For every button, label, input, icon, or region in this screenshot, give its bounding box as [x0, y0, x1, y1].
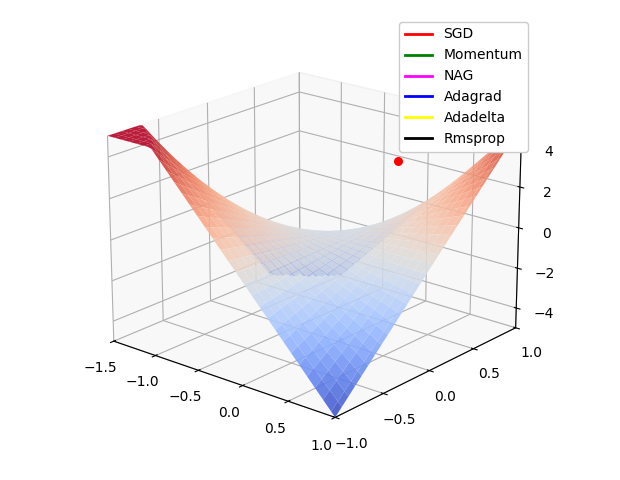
- Legend: SGD, Momentum, NAG, Adagrad, Adadelta, Rmsprop: SGD, Momentum, NAG, Adagrad, Adadelta, R…: [399, 22, 528, 152]
